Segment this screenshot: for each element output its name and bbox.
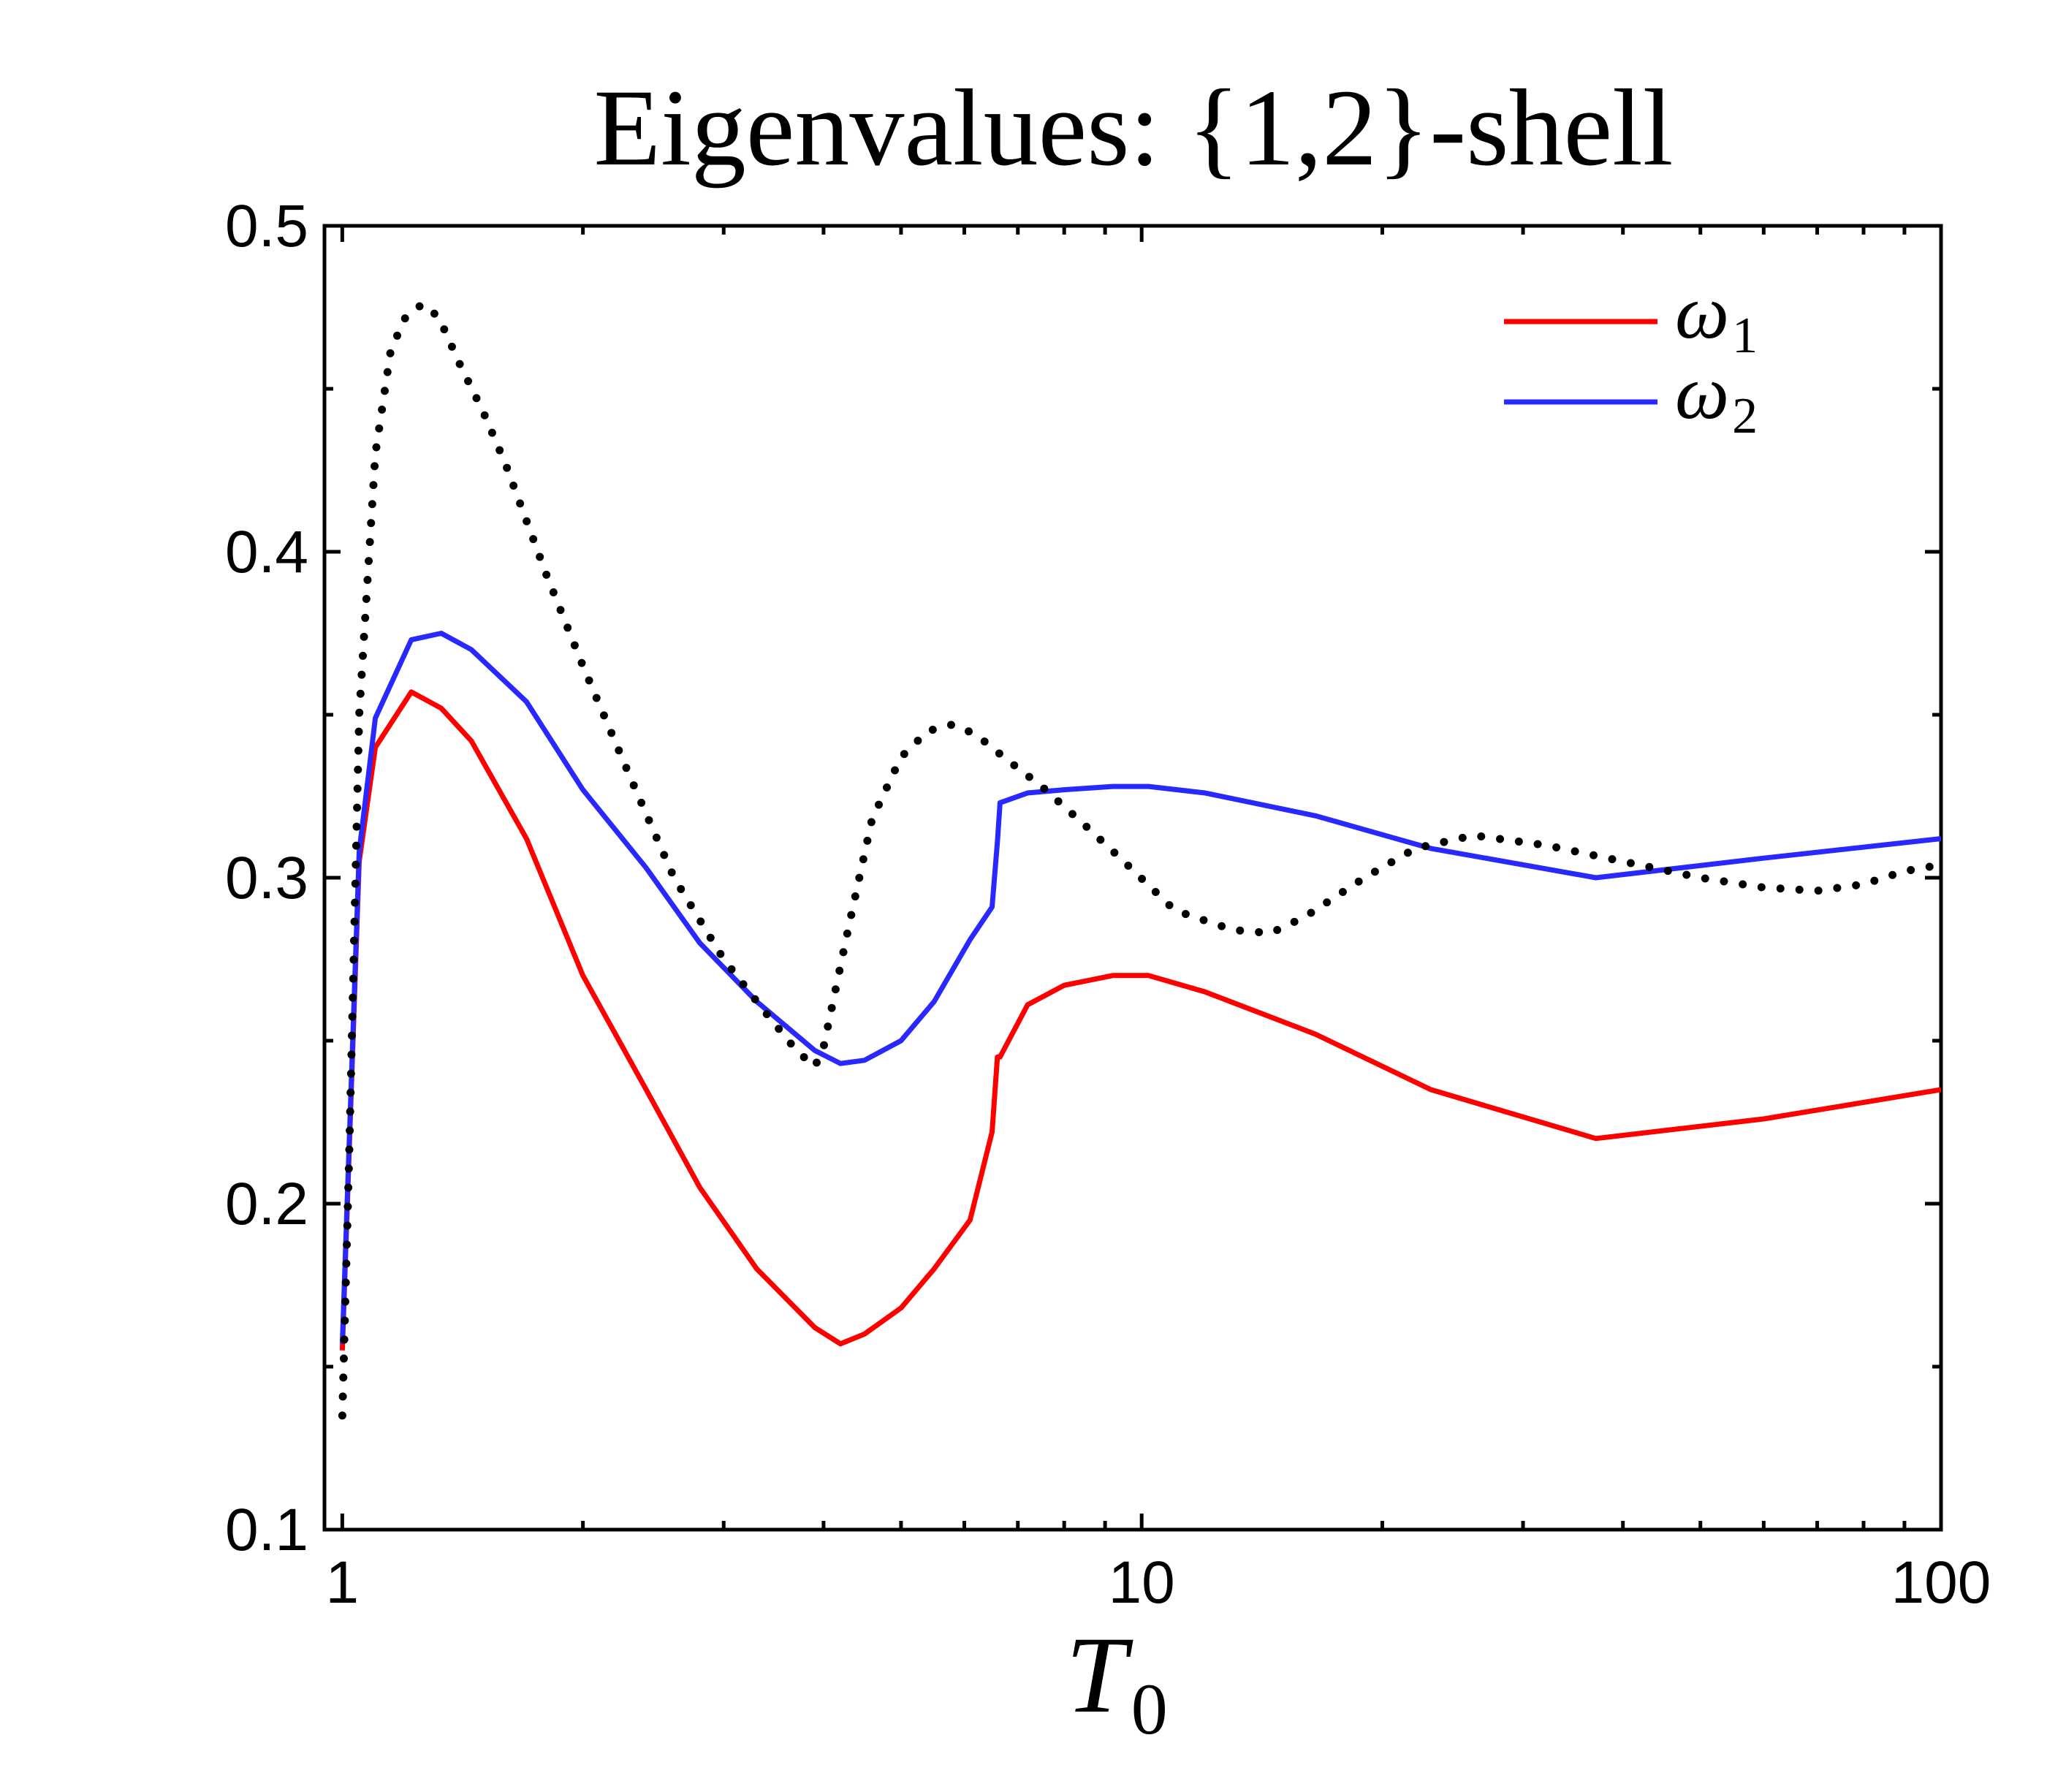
- x-tick-label: 10: [1109, 1549, 1175, 1616]
- series-line-1: [339, 689, 1942, 1351]
- x-axis-label-main: T: [1066, 1614, 1133, 1736]
- x-tick-label: 1: [326, 1549, 360, 1616]
- series-line-2: [339, 631, 1942, 1344]
- legend-label-subscript: 2: [1732, 388, 1758, 444]
- y-tick-label: 0.2: [225, 1171, 308, 1237]
- legend-label-symbol: ω: [1675, 349, 1729, 435]
- x-tick-label: 100: [1891, 1549, 1991, 1616]
- y-tick-label: 0.3: [225, 845, 308, 911]
- series-layer: [338, 300, 1945, 1420]
- series-line-dotted: [338, 300, 1945, 1420]
- y-tick-label: 0.4: [225, 519, 308, 585]
- y-tick-label: 0.1: [225, 1497, 308, 1563]
- legend-label-1: ω1: [1675, 269, 1758, 364]
- axis-ticks: 0.1 0.2 0.3 0.4 0.5 1 10 100: [225, 193, 1991, 1616]
- x-axis-label-subscript: 0: [1131, 1668, 1168, 1750]
- legend-label-symbol: ω: [1675, 269, 1729, 354]
- chart-title: Eigenvalues: {1,2}-shell: [593, 67, 1673, 189]
- y-tick-label: 0.5: [225, 193, 308, 259]
- x-axis-label: T0: [1066, 1614, 1167, 1750]
- legend-label-2: ω2: [1675, 349, 1758, 444]
- legend-label-subscript: 1: [1732, 308, 1758, 364]
